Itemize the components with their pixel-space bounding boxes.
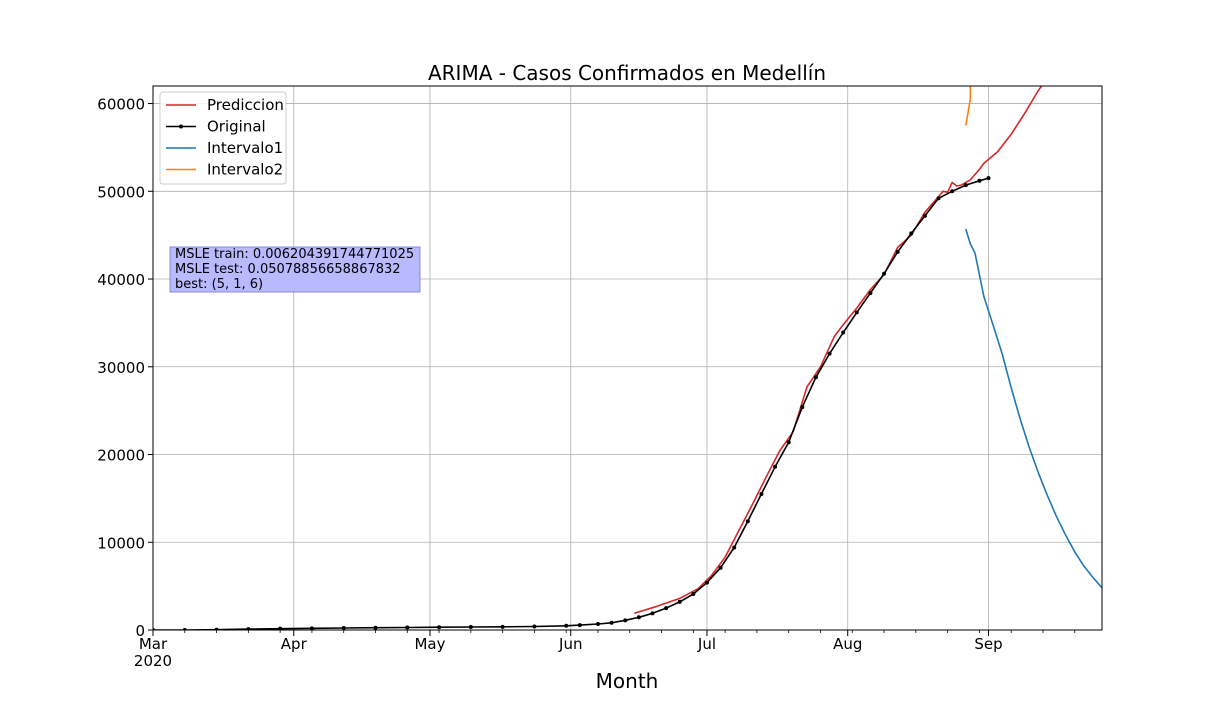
series-point-original — [373, 625, 378, 630]
y-tick-label: 0 — [135, 622, 145, 640]
legend-box — [159, 91, 287, 185]
legend-marker-original — [179, 124, 183, 129]
series-point-original — [664, 606, 669, 611]
series-point-original — [677, 599, 682, 604]
stats-annotation: MSLE train: 0.006204391744771025 MSLE te… — [169, 246, 421, 293]
series-point-original — [895, 249, 900, 254]
series-point-original — [577, 623, 582, 628]
series-point-original — [773, 464, 778, 469]
series-point-original — [854, 310, 859, 315]
series-point-original — [800, 405, 805, 410]
y-tick-label: 40000 — [97, 271, 145, 289]
x-tick-label: Sep — [974, 635, 1002, 653]
legend: Prediccion Original Intervalo1 Intervalo2 — [159, 91, 287, 185]
annotation-line-msle-test: MSLE test: 0.05078856658867832 — [175, 262, 401, 277]
x-tick-label: Jun — [558, 635, 582, 653]
y-tick-label: 20000 — [97, 447, 145, 465]
series-point-original — [936, 196, 941, 201]
x-tick-label: Aug — [833, 635, 862, 653]
series-point-original — [650, 611, 655, 616]
legend-label-original: Original — [207, 118, 266, 136]
series-point-original — [732, 545, 737, 550]
legend-entries: Prediccion Original Intervalo1 Intervalo2 — [166, 96, 284, 179]
series-point-original — [691, 592, 696, 597]
series-point-original — [500, 624, 505, 629]
series-point-original — [623, 618, 628, 623]
series-point-original — [827, 351, 832, 356]
annotation-line-best: best: (5, 1, 6) — [175, 277, 263, 292]
series-point-original — [786, 440, 791, 445]
y-tick-label: 50000 — [97, 183, 145, 201]
annotation-line-msle-train: MSLE train: 0.006204391744771025 — [175, 247, 414, 262]
series-line-intervalo1 — [965, 228, 1102, 590]
x-tick-label: May — [414, 635, 445, 653]
series-point-original — [963, 183, 968, 188]
series-point-original — [882, 271, 887, 276]
series-point-original — [214, 627, 219, 630]
series-point-original — [609, 620, 614, 625]
series-point-original — [468, 625, 473, 630]
series-point-original — [532, 624, 537, 629]
series-point-original — [405, 625, 410, 630]
series-point-original — [759, 492, 764, 496]
series-point-original — [841, 330, 846, 335]
series-point-original — [278, 626, 283, 630]
series-point-original — [564, 623, 569, 628]
series-layer — [153, 86, 1102, 630]
series-point-original — [595, 622, 600, 627]
series-point-original — [922, 213, 927, 218]
series-point-original — [246, 627, 251, 630]
y-tick-label: 10000 — [97, 534, 145, 552]
series-point-original — [309, 626, 314, 630]
x-axis-label: Month — [596, 669, 659, 693]
annotation-box — [169, 246, 421, 293]
series-point-original — [704, 580, 709, 585]
series-point-original — [437, 625, 442, 630]
series-point-original — [718, 565, 723, 570]
series-point-original — [909, 231, 914, 236]
chart-title: ARIMA - Casos Confirmados en Medellín — [428, 61, 826, 85]
series-point-original — [868, 291, 873, 296]
series-line-intervalo2 — [965, 86, 972, 126]
series-point-original — [745, 519, 750, 524]
y-tick-label: 30000 — [97, 359, 145, 377]
plot-frame — [152, 85, 1103, 631]
series-point-original — [813, 375, 818, 380]
y-tick-label: 60000 — [97, 96, 145, 114]
legend-label-prediccion: Prediccion — [207, 96, 284, 114]
x-tick-label: Apr — [281, 635, 308, 653]
series-point-original — [986, 176, 991, 181]
legend-label-intervalo1: Intervalo1 — [207, 139, 283, 157]
legend-label-intervalo2: Intervalo2 — [207, 161, 283, 179]
series-point-original — [977, 178, 982, 183]
series-point-original — [182, 627, 187, 630]
x-tick-label: Mar — [139, 635, 168, 653]
x-tick-sublabel: 2020 — [134, 652, 172, 670]
x-tick-label: Jul — [697, 635, 716, 653]
series-point-original — [341, 625, 346, 630]
series-point-original — [950, 189, 955, 194]
series-point-original — [636, 615, 641, 620]
